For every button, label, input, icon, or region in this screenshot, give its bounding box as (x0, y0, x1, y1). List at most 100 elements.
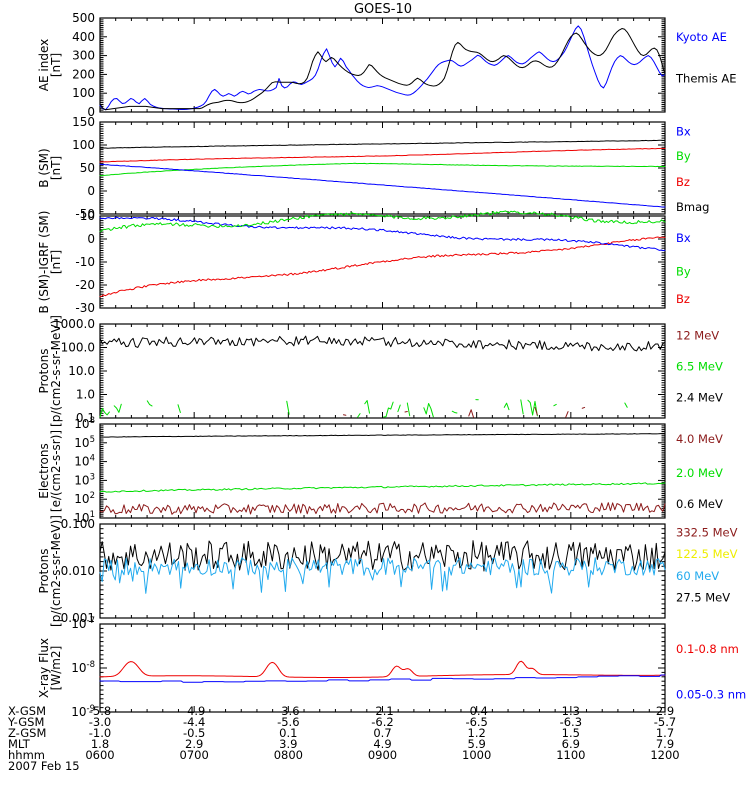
y-tick-label: 1000.0 (53, 317, 95, 331)
legend-item-332.5-mev: 332.5 MeV (676, 526, 738, 540)
panel-protons-low-traces (99, 335, 666, 418)
trace-bz (99, 147, 666, 163)
panel-xray-flux: 10-7 10-8 10-9 X-ray Flux[W/m2] 0.1-0.8 nm 0.… (37, 616, 746, 719)
panel-electrons: 108 105 104 103 102 101 Electrons[e/(cm2-s-sr)… (37, 416, 723, 525)
y-tick-label: -30 (75, 301, 95, 315)
footer-x_gsm-1200: 2.9 (656, 704, 674, 718)
trace-bx (99, 163, 666, 208)
y-tick-label: 0 (87, 105, 95, 119)
trace-2-4-mev (99, 335, 666, 352)
legend-item-4.0-mev: 4.0 MeV (676, 432, 723, 446)
y-tick-label: 100 (72, 138, 95, 152)
footer-row-label-z-gsm: Z-GSM (8, 726, 46, 740)
footer-mlt-0600: 1.8 (91, 737, 109, 751)
y-tick-label: 300 (72, 49, 95, 63)
footer-mlt-1000: 5.9 (468, 737, 486, 751)
legend-item-themis-ae: Themis AE (675, 71, 737, 85)
trace-6-5-mev (520, 399, 524, 415)
y-tick-label: 400 (72, 30, 95, 44)
y-tick-label: 10.0 (68, 364, 95, 378)
footer-row-label-y-gsm: Y-GSM (7, 715, 44, 729)
footer-x_gsm-0600: -5.8 (89, 704, 111, 718)
y-axis-units: [W/m2] (49, 646, 63, 691)
y-tick-label: 1.0 (76, 388, 95, 402)
y-axis-units: [nT] (49, 53, 63, 77)
trace-themis-ae (99, 28, 666, 111)
y-tick-label: 100 (72, 86, 95, 100)
footer-z_gsm-1200: 1.7 (656, 726, 674, 740)
footer-date: 2007 Feb 15 (8, 759, 80, 773)
trace-6-5-mev (527, 399, 538, 417)
y-tick-label: 10-9 (71, 704, 95, 719)
y-tick-label: 10-8 (71, 660, 95, 675)
footer-x_gsm-0800: -3.6 (277, 704, 299, 718)
panel-b-igrf-traces (99, 210, 666, 297)
footer-z_gsm-1100: 1.5 (562, 726, 580, 740)
trace-12-mev (534, 406, 538, 416)
footer-y_gsm-1100: -6.3 (560, 715, 582, 729)
panel-b-igrf: 10 0 -10 -20 -30 B (SM)-IGRF (SM)[nT] Bx By Bz (37, 209, 691, 315)
legend-item-bz: Bz (676, 175, 690, 189)
footer-x_gsm-0700: -4.9 (183, 704, 205, 718)
y-tick-label: 0 (87, 184, 95, 198)
footer-mlt-1100: 6.9 (562, 737, 580, 751)
trace-6-5-mev (503, 402, 510, 411)
legend-item-bx: Bx (676, 124, 691, 138)
trace-bmag (99, 139, 666, 149)
y-axis-label: Protons (37, 549, 51, 594)
footer-y_gsm-1000: -6.5 (465, 715, 487, 729)
trace-kyoto-ae (99, 25, 666, 111)
y-axis-label: B (SM) (37, 148, 51, 187)
y-tick-label: 50 (80, 161, 95, 175)
y-tick-label: 200 (72, 67, 95, 81)
legend-item-bx: Bx (676, 231, 691, 245)
y-tick-label: -10 (75, 255, 95, 269)
y-tick-label: 10-7 (71, 616, 95, 631)
y-axis-label: Electrons (37, 443, 51, 498)
plot-title: GOES-10 (354, 2, 412, 17)
footer-y_gsm-1200: -5.7 (654, 715, 676, 729)
y-axis-label: AE index (37, 39, 51, 91)
legend-item-27.5-mev: 27.5 MeV (676, 590, 730, 604)
y-axis-label: B (SM)-IGRF (SM) (37, 211, 51, 314)
panel-frame (99, 523, 666, 619)
y-axis-units: [p/(cm2-s-sr-MeV)] (49, 315, 63, 427)
y-axis-units: [nT] (49, 156, 63, 180)
trace-0-05-0-3-nm (99, 674, 666, 683)
trace-6-5-mev (553, 403, 557, 407)
trace-12-mev (581, 406, 586, 409)
y-tick-label: 10 (80, 209, 95, 223)
trace-6-5-mev (383, 401, 394, 418)
panel-b-sm-traces (99, 139, 666, 208)
trace-4-0-mev (99, 502, 666, 515)
y-tick-label: 105 (74, 435, 95, 450)
y-tick-label: 500 (72, 11, 95, 25)
legend-item-by: By (676, 264, 691, 278)
panel-xray-traces (99, 660, 666, 683)
legend-item-0.05-0.3-nm: 0.05-0.3 nm (676, 688, 746, 702)
panel-protons-high: 0.100 0.010 0.001 Protons[p/(cm2-s-sr-MeV)]… (37, 515, 738, 627)
legend-item-122.5-mev: 122.5 MeV (676, 547, 738, 561)
trace-2-0-mev (99, 482, 666, 493)
panel-protons-high-traces (99, 540, 666, 594)
legend-item-0.1-0.8-nm: 0.1-0.8 nm (676, 642, 739, 656)
legend-item-bz: Bz (676, 292, 690, 306)
footer-hhmm-0600: 0600 (85, 748, 114, 762)
y-axis-units: [p/(cm2-s-sr-MeV)] (49, 515, 63, 627)
y-axis-units: [e/(cm2-s-sr)] (49, 430, 63, 512)
y-tick-label: 101 (74, 510, 95, 525)
panel-ae-index: 500 400 300 200 100 0 AE index[nT] Kyoto AE Them… (37, 11, 737, 119)
footer-y_gsm-0900: -6.2 (371, 715, 393, 729)
footer-hhmm-0800: 0800 (274, 748, 303, 762)
footer-z_gsm-0600: -1.0 (89, 726, 111, 740)
y-tick-label: 102 (74, 491, 95, 506)
trace-6-5-mev (423, 402, 434, 418)
trace-27-5-mev (99, 540, 666, 572)
legend-item-2.4-mev: 2.4 MeV (676, 390, 723, 404)
y-tick-label: 100.0 (61, 341, 95, 355)
panel-b-sm: 150 100 50 0 -50 B (SM)[nT] Bx By Bz Bmag (37, 115, 709, 221)
trace-6-5-mev (364, 400, 370, 414)
footer-row-label-hhmm: hhmm (8, 748, 45, 762)
trace-6-5-mev (451, 410, 458, 414)
